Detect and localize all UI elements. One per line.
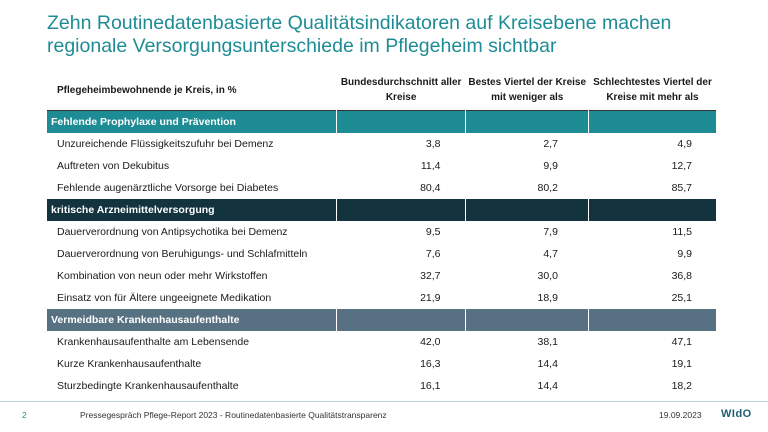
footer-divider (0, 401, 768, 402)
slide-title: Zehn Routinedatenbasierte Qualitätsindik… (47, 12, 672, 57)
section-header-cell (588, 199, 716, 221)
indicator-label: Dauerverordnung von Beruhigungs- und Sch… (57, 248, 308, 260)
best-quartile-value: 2,7 (543, 138, 558, 150)
table-row: Dauerverordnung von Beruhigungs- und Sch… (47, 243, 716, 265)
indicator-label: Fehlende augenärztliche Vorsorge bei Dia… (57, 182, 279, 194)
best-quartile-value: 14,4 (537, 358, 558, 370)
section-header-cell (588, 309, 716, 331)
table-header-row: Pflegeheimbewohnende je Kreis, in % Bund… (47, 70, 716, 111)
section-header-cell (465, 199, 590, 221)
worst-quartile-value: 47,1 (671, 336, 692, 348)
footer-text: Pressegespräch Pflege-Report 2023 - Rout… (80, 410, 387, 420)
national-average-value: 3,8 (425, 138, 441, 150)
best-quartile-value: 7,9 (543, 226, 558, 238)
best-quartile-value: 30,0 (537, 270, 558, 282)
worst-quartile-value: 12,7 (671, 160, 692, 172)
worst-quartile-value: 9,9 (677, 248, 692, 260)
worst-quartile-value: 11,5 (672, 226, 692, 238)
indicator-label: Einsatz von für Ältere ungeeignete Medik… (57, 292, 272, 304)
worst-quartile-value: 19,1 (671, 358, 692, 370)
column-header-best-quartile: Bestes Viertel der Kreise mit weniger al… (468, 77, 587, 103)
section-header-cell (336, 309, 466, 331)
best-quartile-value: 80,2 (537, 182, 558, 194)
table-row: Krankenhausaufenthalte am Lebensende 42,0… (47, 331, 716, 353)
indicator-label: Kurze Krankenhausaufenthalte (57, 358, 202, 370)
table-row: Auftreten von Dekubitus 11,4 9,9 12,7 (47, 155, 716, 177)
quality-indicator-table: Pflegeheimbewohnende je Kreis, in % Bund… (47, 70, 716, 397)
footer-date: 19.09.2023 (659, 410, 702, 420)
table-row: Sturzbedingte Krankenhausaufenthalte 16,1… (47, 375, 716, 397)
section-header-cell (336, 199, 466, 221)
best-quartile-value: 4,7 (543, 248, 558, 260)
indicator-label: Sturzbedingte Krankenhausaufenthalte (57, 380, 239, 392)
national-average-value: 32,7 (420, 270, 441, 282)
section-title: kritische Arzneimittelversorgung (47, 199, 338, 221)
page-number: 2 (22, 410, 27, 420)
national-average-value: 11,4 (420, 160, 441, 172)
section-header-row: kritische Arzneimittelversorgung (47, 199, 716, 221)
table-body: Fehlende Prophylaxe und Prävention Unzure… (47, 110, 716, 398)
worst-quartile-value: 18,2 (671, 380, 692, 392)
worst-quartile-value: 36,8 (671, 270, 692, 282)
table-row: Dauerverordnung von Antipsychotika bei D… (47, 221, 716, 243)
national-average-value: 80,4 (420, 182, 441, 194)
worst-quartile-value: 25,1 (671, 292, 692, 304)
section-header-row: Fehlende Prophylaxe und Prävention (47, 110, 716, 133)
national-average-value: 7,6 (425, 248, 441, 260)
best-quartile-value: 14,4 (537, 380, 558, 392)
section-header-cell (588, 110, 716, 133)
best-quartile-value: 18,9 (537, 292, 558, 304)
indicator-label: Dauerverordnung von Antipsychotika bei D… (57, 226, 288, 238)
worst-quartile-value: 4,9 (677, 138, 692, 150)
national-average-value: 42,0 (420, 336, 441, 348)
best-quartile-value: 38,1 (537, 336, 558, 348)
section-header-cell (336, 110, 466, 133)
indicator-label: Kombination von neun oder mehr Wirkstoff… (57, 270, 268, 282)
national-average-value: 16,1 (420, 380, 441, 392)
column-header-national-average: Bundesdurchschnitt aller Kreise (340, 77, 462, 103)
section-title: Fehlende Prophylaxe und Prävention (47, 110, 338, 133)
best-quartile-value: 9,9 (543, 160, 558, 172)
indicator-label: Unzureichende Flüssigkeitszufuhr bei Dem… (57, 138, 274, 150)
national-average-value: 9,5 (425, 226, 441, 238)
indicator-label: Krankenhausaufenthalte am Lebensende (57, 336, 250, 348)
worst-quartile-value: 85,7 (671, 182, 692, 194)
indicator-label: Auftreten von Dekubitus (57, 160, 170, 172)
national-average-value: 21,9 (420, 292, 441, 304)
table-row: Fehlende augenärztliche Vorsorge bei Dia… (47, 177, 716, 199)
table-row: Unzureichende Flüssigkeitszufuhr bei Dem… (47, 133, 716, 155)
section-header-row: Vermeidbare Krankenhausaufenthalte (47, 309, 716, 331)
table-row: Kurze Krankenhausaufenthalte 16,3 14,4 19,1 (47, 353, 716, 375)
section-header-cell (465, 110, 590, 133)
table-row: Einsatz von für Ältere ungeeignete Medik… (47, 287, 716, 309)
column-header-indicator: Pflegeheimbewohnende je Kreis, in % (57, 84, 237, 96)
section-title: Vermeidbare Krankenhausaufenthalte (47, 309, 338, 331)
table-row: Kombination von neun oder mehr Wirkstoff… (47, 265, 716, 287)
wido-logo: WIdO (721, 408, 752, 420)
national-average-value: 16,3 (420, 358, 441, 370)
column-header-worst-quartile: Schlechtestes Viertel der Kreise mit meh… (593, 77, 712, 103)
section-header-cell (465, 309, 590, 331)
